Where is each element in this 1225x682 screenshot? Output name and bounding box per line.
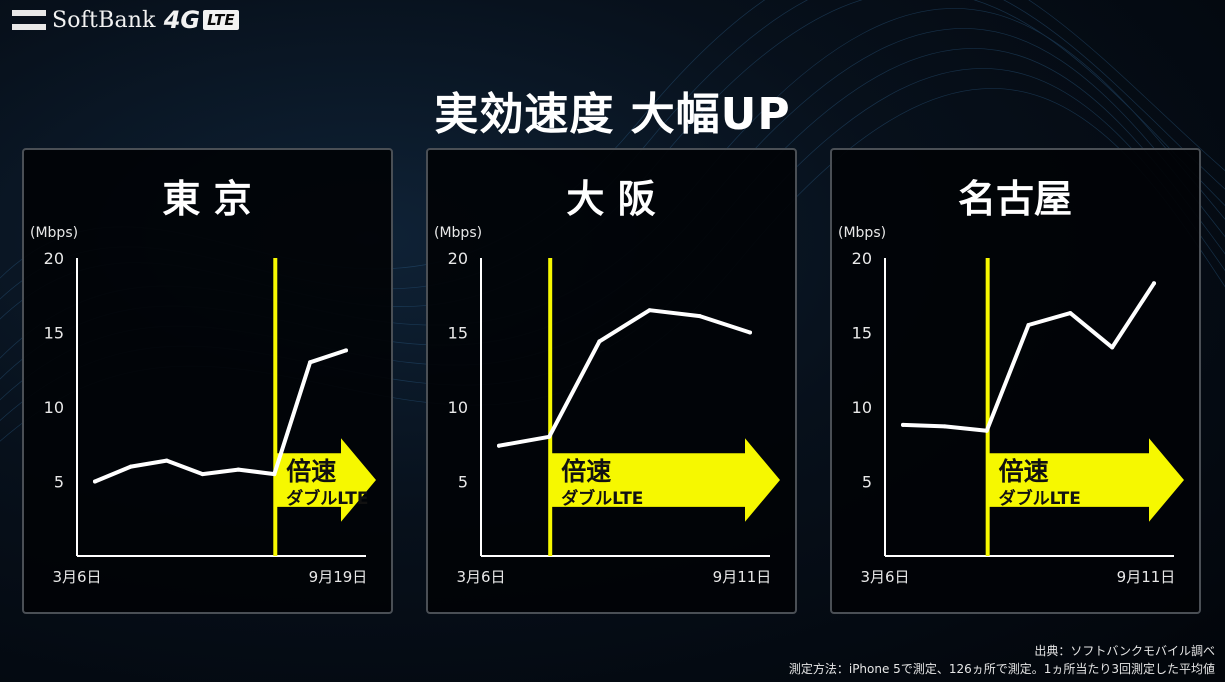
x-start-label: 3月6日 bbox=[456, 568, 505, 586]
data-point bbox=[1026, 323, 1031, 327]
data-point bbox=[497, 443, 501, 448]
data-point bbox=[984, 428, 989, 433]
y-tick-label: 10 bbox=[448, 398, 468, 417]
x-end-label: 9月11日 bbox=[1117, 568, 1176, 586]
data-point bbox=[200, 472, 205, 477]
y-tick-label: 20 bbox=[44, 249, 64, 268]
y-tick-label: 5 bbox=[458, 473, 468, 492]
y-tick-label: 15 bbox=[44, 324, 64, 343]
softbank-logo: SoftBank 4G LTE bbox=[12, 6, 239, 34]
arrow-label-main: 倍速 bbox=[999, 457, 1049, 486]
data-point bbox=[308, 360, 313, 365]
x-start-label: 3月6日 bbox=[52, 568, 101, 586]
x-end-label: 9月11日 bbox=[713, 568, 772, 586]
slide-title: 実効速度 大幅UP bbox=[434, 89, 791, 140]
data-point bbox=[647, 308, 652, 313]
source-note: 出典：ソフトバンクモバイル調べ bbox=[1034, 644, 1215, 658]
method-note: 測定方法：iPhone 5で測定、126ヵ所で測定。1ヵ所当たり3回測定した平均… bbox=[788, 662, 1215, 676]
y-axis-label: (Mbps) bbox=[434, 225, 482, 241]
data-point bbox=[597, 339, 602, 344]
data-point bbox=[128, 464, 133, 469]
y-tick-label: 5 bbox=[862, 473, 872, 492]
lte-badge: LTE bbox=[203, 10, 239, 30]
y-tick-label: 20 bbox=[448, 249, 468, 268]
chart-panel-tokyo: 東 京 (Mbps) 5 10 15 20 倍速 ダブルLTE 3月6日 9月19日 bbox=[22, 148, 393, 614]
data-point bbox=[1068, 311, 1073, 316]
data-point bbox=[164, 458, 169, 463]
double-lte-arrow bbox=[276, 438, 376, 522]
y-axis-label: (Mbps) bbox=[30, 225, 78, 241]
chart-title: 大 阪 bbox=[566, 177, 655, 221]
speed-series-line bbox=[497, 308, 752, 448]
arrow-label-sub: ダブルLTE bbox=[999, 488, 1081, 509]
data-point bbox=[942, 424, 947, 429]
data-point bbox=[344, 348, 348, 353]
data-point bbox=[697, 314, 702, 319]
y-tick-label: 20 bbox=[852, 249, 872, 268]
y-tick-label: 10 bbox=[44, 398, 64, 417]
data-point bbox=[1152, 281, 1156, 286]
y-tick-label: 5 bbox=[54, 473, 64, 492]
brand-name: SoftBank bbox=[52, 7, 156, 33]
chart-title: 名古屋 bbox=[958, 177, 1072, 221]
data-point bbox=[272, 472, 277, 477]
data-point bbox=[748, 330, 752, 335]
chart-panel-nagoya: 名古屋 (Mbps) 5 10 15 20 倍速 ダブルLTE 3月6日 9月11日 bbox=[830, 148, 1201, 614]
arrow-label-main: 倍速 bbox=[561, 457, 611, 486]
y-tick-label: 10 bbox=[852, 398, 872, 417]
data-point bbox=[1110, 345, 1115, 350]
arrow-label-sub: ダブルLTE bbox=[286, 488, 368, 509]
arrow-label-sub: ダブルLTE bbox=[561, 488, 643, 509]
y-axis-label: (Mbps) bbox=[838, 225, 886, 241]
double-lte-arrow bbox=[988, 438, 1184, 522]
data-point bbox=[901, 422, 905, 427]
y-tick-label: 15 bbox=[448, 324, 468, 343]
x-end-label: 9月19日 bbox=[309, 568, 368, 586]
chart-panel-osaka: 大 阪 (Mbps) 5 10 15 20 倍速 ダブルLTE 3月6日 9月11日 bbox=[426, 148, 797, 614]
y-tick-label: 15 bbox=[852, 324, 872, 343]
speed-series-line bbox=[93, 348, 348, 484]
double-lte-arrow bbox=[551, 438, 780, 522]
arrow-label-main: 倍速 bbox=[286, 457, 336, 486]
chart-title: 東 京 bbox=[162, 177, 251, 221]
network-4g: 4G bbox=[163, 6, 201, 34]
data-point bbox=[236, 467, 241, 472]
data-point bbox=[93, 479, 97, 484]
softbank-mark-icon bbox=[12, 10, 46, 30]
x-start-label: 3月6日 bbox=[860, 568, 909, 586]
data-point bbox=[547, 434, 552, 439]
speed-series-line bbox=[901, 281, 1156, 433]
